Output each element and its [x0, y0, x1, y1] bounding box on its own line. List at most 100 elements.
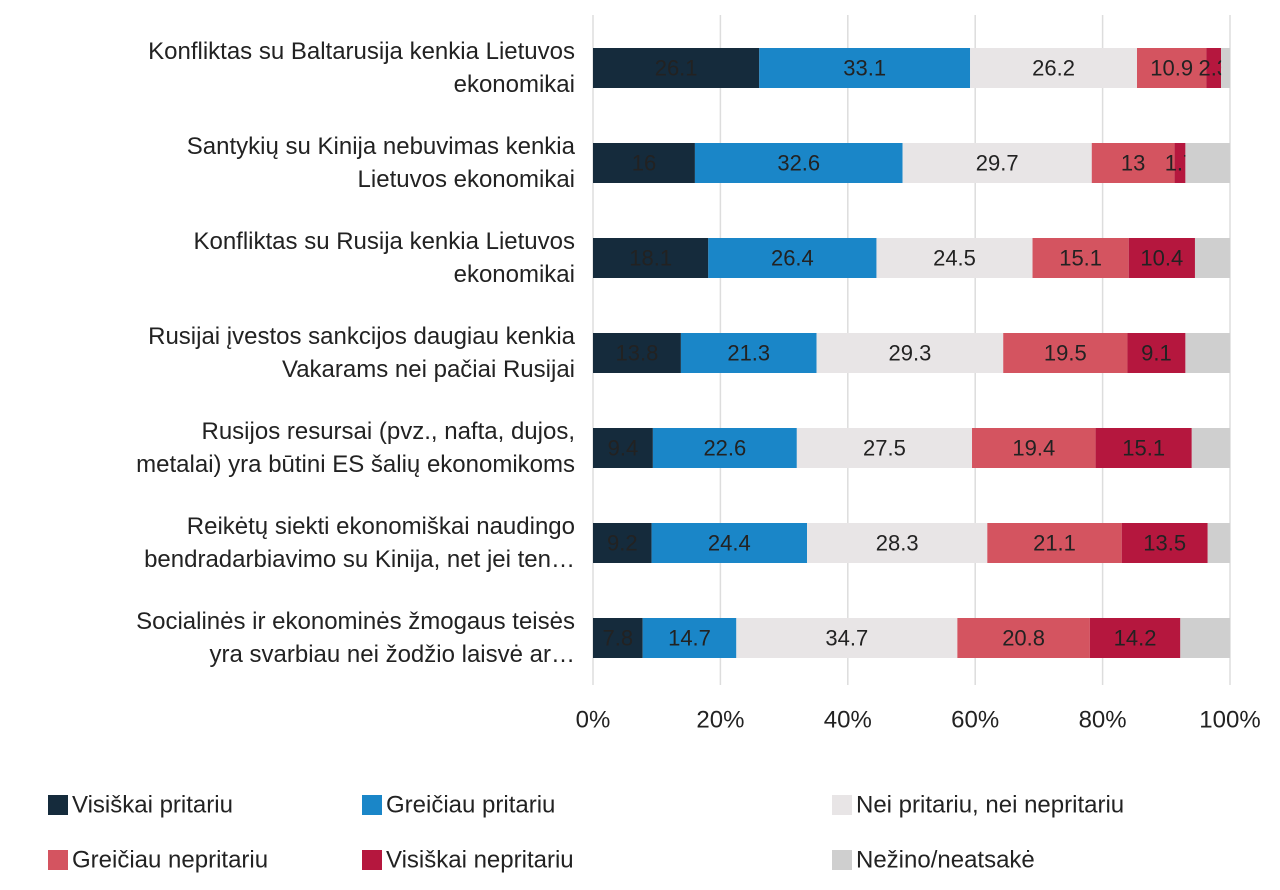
legend-label: Greičiau nepritariu	[72, 847, 268, 874]
legend-swatch	[362, 850, 382, 870]
data-label: 22.6	[703, 436, 746, 461]
bar-segment	[652, 428, 797, 468]
legend-swatch	[48, 850, 68, 870]
data-label: 21.3	[727, 341, 770, 366]
data-label: 21.1	[1033, 531, 1076, 556]
data-label: 26.4	[771, 246, 814, 271]
bar-segment	[1185, 333, 1230, 373]
bar-segment	[593, 618, 643, 658]
bar-segment	[1127, 333, 1186, 373]
data-label: 16	[632, 151, 656, 176]
x-tick-label: 0%	[576, 707, 611, 734]
bar-segment	[807, 523, 988, 563]
bar-segment	[694, 143, 903, 183]
bar-segment	[1136, 48, 1207, 88]
data-label: 9.1	[1141, 341, 1172, 366]
data-label: 26.1	[655, 56, 698, 81]
bar-segment	[1194, 238, 1230, 278]
bar-segment	[876, 238, 1033, 278]
bar-segment	[593, 238, 709, 278]
bar-segment	[651, 523, 808, 563]
bar-segment	[1091, 143, 1175, 183]
legend-label: Visiškai nepritariu	[386, 847, 574, 874]
bar-segment	[970, 48, 1137, 88]
bar-segment	[593, 48, 760, 88]
data-label: 13.8	[616, 341, 659, 366]
data-label: 7.8	[603, 626, 634, 651]
bar-segment	[736, 618, 958, 658]
data-label: 29.7	[976, 151, 1019, 176]
data-label: 13.5	[1143, 531, 1186, 556]
legend-label: Nei pritariu, nei nepritariu	[856, 792, 1124, 819]
legend-label: Nežino/neatsakė	[856, 847, 1035, 874]
data-label: 18.1	[629, 246, 672, 271]
x-tick-label: 80%	[1079, 707, 1127, 734]
category-label: Reikėtų siekti ekonomiškai naudingo bend…	[144, 513, 575, 573]
legend-swatch	[362, 795, 382, 815]
data-label: 19.4	[1012, 436, 1055, 461]
bar-segment	[987, 523, 1122, 563]
bar-segment	[1121, 523, 1208, 563]
x-tick-label: 100%	[1199, 707, 1260, 734]
bar-segment	[1032, 238, 1129, 278]
bar-segment	[1095, 428, 1192, 468]
data-label: 34.7	[825, 626, 868, 651]
legend-label: Greičiau pritariu	[386, 792, 555, 819]
bar-segment	[593, 143, 695, 183]
bar-segment	[957, 618, 1090, 658]
data-label: 26.2	[1032, 56, 1075, 81]
bar-segment	[1206, 48, 1222, 88]
data-label: 10.4	[1140, 246, 1183, 271]
data-label: 10.9	[1150, 56, 1193, 81]
data-label: 13	[1121, 151, 1145, 176]
data-label: 32.6	[777, 151, 820, 176]
data-label: 15.1	[1059, 246, 1102, 271]
bar-segment	[1174, 143, 1186, 183]
bar-segment	[972, 428, 1096, 468]
bar-segment	[759, 48, 971, 88]
category-label: Konfliktas su Baltarusija kenkia Lietuvo…	[148, 38, 575, 98]
bar-segment	[642, 618, 737, 658]
data-label: 9.4	[608, 436, 639, 461]
data-label: 14.7	[668, 626, 711, 651]
category-label: Konfliktas su Rusija kenkia Lietuvos eko…	[193, 228, 575, 288]
data-label: 29.3	[888, 341, 931, 366]
bar-segment	[1003, 333, 1128, 373]
bar-segment	[1191, 428, 1230, 468]
bar-segment	[1128, 238, 1195, 278]
data-label: 27.5	[863, 436, 906, 461]
bar-segment	[680, 333, 817, 373]
data-label: 24.5	[933, 246, 976, 271]
bar-segment	[593, 428, 653, 468]
bar-segment	[796, 428, 973, 468]
data-label: 19.5	[1044, 341, 1087, 366]
legend-swatch	[832, 850, 852, 870]
category-label: Socialinės ir ekonominės žmogaus teisės …	[136, 608, 575, 668]
bar-segment	[1089, 618, 1181, 658]
bar-segment	[1207, 523, 1230, 563]
bar-segment	[816, 333, 1004, 373]
data-label: 33.1	[843, 56, 886, 81]
bar-segment	[1185, 143, 1230, 183]
x-tick-label: 40%	[824, 707, 872, 734]
bar-segment	[708, 238, 877, 278]
data-label: 15.1	[1122, 436, 1165, 461]
bar-segment	[902, 143, 1092, 183]
category-label: Rusijos resursai (pvz., nafta, dujos, me…	[136, 418, 575, 478]
x-tick-label: 20%	[696, 707, 744, 734]
legend-swatch	[48, 795, 68, 815]
legend-swatch	[832, 795, 852, 815]
category-label: Santykių su Kinija nebuvimas kenkia Liet…	[186, 133, 575, 193]
x-tick-label: 60%	[951, 707, 999, 734]
bar-segment	[593, 333, 681, 373]
data-label: 28.3	[876, 531, 919, 556]
bar-segment	[1221, 48, 1230, 88]
bar-segment	[1180, 618, 1230, 658]
category-label: Rusijai įvestos sankcijos daugiau kenkia…	[148, 323, 575, 383]
data-label: 14.2	[1114, 626, 1157, 651]
data-label: 9.2	[607, 531, 638, 556]
data-label: 24.4	[708, 531, 751, 556]
legend-label: Visiškai pritariu	[72, 792, 233, 819]
